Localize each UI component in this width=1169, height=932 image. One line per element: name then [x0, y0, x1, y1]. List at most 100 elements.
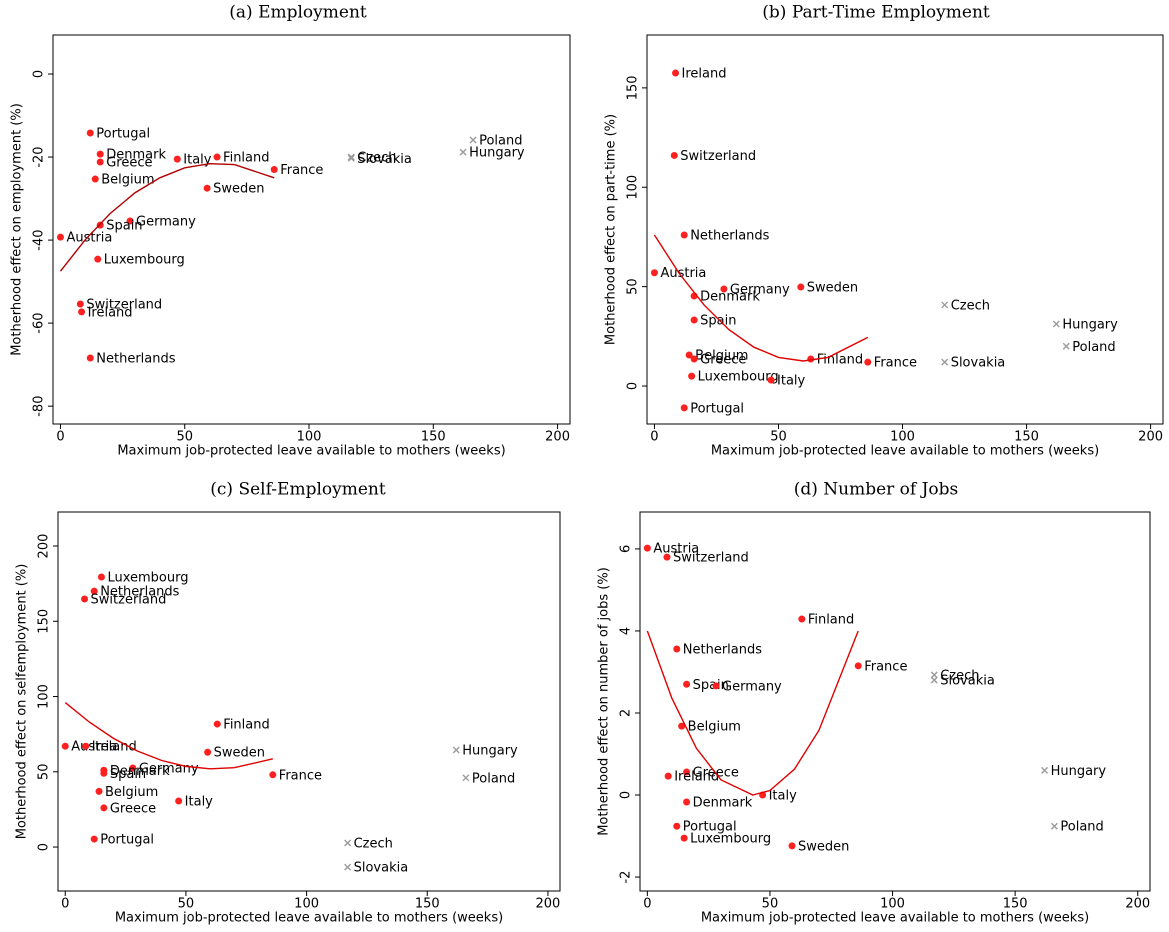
point	[56, 233, 64, 241]
point-label: Hungary	[469, 146, 525, 161]
point-label: Portugal	[683, 820, 737, 835]
y-tick-label: 150	[37, 609, 52, 634]
point-label: Luxembourg	[698, 370, 779, 385]
point-label: Greece	[110, 801, 156, 816]
point	[854, 662, 862, 670]
x-tick-label: 150	[421, 430, 446, 445]
point-label: Italy	[769, 789, 798, 804]
point	[1050, 822, 1058, 830]
point	[683, 798, 691, 806]
point-label: Greece	[106, 156, 152, 171]
point-label: Belgium	[688, 720, 741, 735]
point	[688, 372, 696, 380]
y-axis-label: Motherhood effect on employment (%)	[10, 103, 25, 356]
point-label: Italy	[185, 794, 214, 809]
point-label: Portugal	[100, 833, 154, 848]
point-label: Spain	[110, 767, 146, 782]
point-label: Finland	[808, 613, 854, 628]
point	[469, 136, 477, 144]
point-label: France	[874, 356, 917, 371]
point	[683, 680, 691, 688]
point-label: Czech	[951, 298, 990, 313]
point-label: Luxembourg	[104, 253, 185, 268]
point-label: Sweden	[807, 281, 858, 296]
point-label: Greece	[700, 353, 746, 368]
point-label: Belgium	[695, 349, 748, 364]
point	[930, 676, 938, 684]
point	[670, 151, 678, 159]
point	[690, 355, 698, 363]
point	[96, 150, 104, 158]
point-label: Denmark	[693, 795, 753, 810]
point-label: Poland	[1072, 340, 1115, 355]
point	[82, 742, 90, 750]
point	[175, 797, 183, 805]
point	[270, 166, 278, 174]
point	[798, 615, 806, 623]
point	[347, 154, 355, 162]
point-label: Netherlands	[690, 228, 769, 243]
point-label: Austria	[71, 740, 117, 755]
point	[213, 153, 221, 161]
point	[680, 231, 688, 239]
x-tick-label: 50	[762, 897, 779, 912]
point-label: Switzerland	[86, 298, 162, 313]
point-label: Czech	[357, 151, 396, 166]
point-label: Czech	[354, 836, 393, 851]
y-tick-label: 50	[37, 764, 52, 781]
panel: (a) Employment 0 50 100 150 200 0 -20 -40 -60 -80 M…	[10, 3, 571, 459]
fit-line	[646, 630, 859, 796]
point	[650, 269, 658, 277]
point	[678, 722, 686, 730]
x-axis-label: Maximum job-protected leave available to…	[701, 911, 1089, 926]
point	[94, 255, 102, 263]
point	[673, 645, 681, 653]
point	[95, 787, 103, 795]
x-tick-label: 200	[1138, 430, 1163, 445]
x-tick-label: 100	[890, 430, 915, 445]
panel: (c) Self-Employment 0 50 100 150 200 0 50 100 150…	[15, 480, 561, 926]
point	[680, 404, 688, 412]
point-label: Austria	[660, 266, 706, 281]
fit-line	[653, 234, 869, 362]
panel-title: (b) Part-Time Employment	[762, 3, 990, 23]
point-label: Netherlands	[683, 642, 762, 657]
point	[462, 774, 470, 782]
point	[683, 768, 691, 776]
x-tick-label: 200	[545, 430, 570, 445]
point-label: Finland	[817, 353, 863, 368]
y-tick-label: 0	[626, 382, 641, 390]
point	[941, 301, 949, 309]
x-axis-label: Maximum job-protected leave available to…	[711, 444, 1099, 459]
plot-frame	[646, 34, 1164, 425]
x-tick-label: 100	[297, 430, 322, 445]
point-label: Spain	[693, 678, 729, 693]
point-label: Sweden	[798, 839, 849, 854]
y-tick-label: 100	[626, 175, 641, 200]
point-label: Portugal	[690, 401, 744, 416]
point-label: Hungary	[462, 743, 518, 758]
point	[100, 769, 108, 777]
x-axis-label: Maximum job-protected leave available to…	[117, 444, 505, 459]
y-tick-label: 0	[32, 70, 47, 78]
fit-line	[59, 162, 275, 272]
y-tick-label: 4	[619, 627, 634, 635]
x-tick-label: 50	[178, 897, 195, 912]
point	[173, 155, 181, 163]
y-tick-label: -80	[32, 396, 47, 417]
point	[1052, 320, 1060, 328]
point	[91, 175, 99, 183]
panel: (d) Number of Jobs 0 50 100 150 200 -2 0 2 4 6 Maxi…	[597, 480, 1151, 926]
point	[96, 158, 104, 166]
y-axis-label: Motherhood effect on selfemployment (%)	[15, 564, 30, 840]
point	[690, 316, 698, 324]
point	[673, 822, 681, 830]
point-label: Germany	[722, 679, 782, 694]
point-label: Spain	[700, 314, 736, 329]
x-tick-label: 0	[643, 897, 651, 912]
point-label: Spain	[106, 219, 142, 234]
point-label: Switzerland	[673, 551, 749, 566]
point-label: Portugal	[96, 126, 150, 141]
point	[459, 148, 467, 156]
x-tick-label: 0	[650, 430, 658, 445]
